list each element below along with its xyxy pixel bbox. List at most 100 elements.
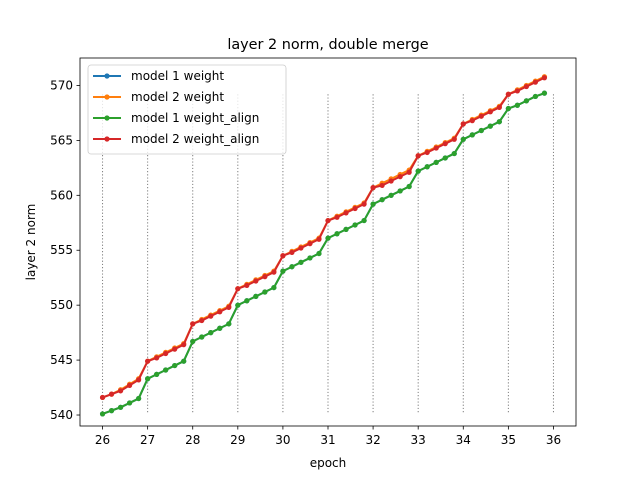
data-point <box>127 400 133 406</box>
data-point <box>117 404 124 410</box>
y-tick-label: 565 <box>50 133 73 147</box>
data-point <box>316 250 322 257</box>
data-point <box>190 338 196 345</box>
legend-marker <box>104 73 110 79</box>
x-tick-label: 28 <box>185 433 200 447</box>
data-point <box>289 264 295 270</box>
x-tick-label: 30 <box>275 433 290 447</box>
data-point <box>154 355 160 361</box>
data-point <box>199 317 205 324</box>
data-point <box>514 102 520 108</box>
x-tick-label: 27 <box>140 433 155 447</box>
data-point <box>487 123 493 129</box>
data-point <box>424 164 430 170</box>
data-point <box>442 141 448 147</box>
y-tick-label: 540 <box>50 408 73 422</box>
data-point <box>307 255 313 261</box>
data-point <box>136 395 142 402</box>
legend-label: model 1 weight_align <box>131 111 259 125</box>
data-point <box>262 274 268 280</box>
data-point <box>108 391 115 397</box>
data-point <box>253 278 259 284</box>
data-point <box>361 217 367 224</box>
data-point <box>298 245 304 251</box>
data-point <box>343 226 349 232</box>
data-point <box>99 411 106 417</box>
data-point <box>226 321 232 327</box>
legend-box <box>87 64 287 155</box>
data-point <box>199 334 205 340</box>
data-point <box>226 304 232 310</box>
data-point <box>208 330 214 336</box>
data-point <box>388 192 394 198</box>
chart-title: layer 2 norm, double merge <box>227 37 428 53</box>
data-point <box>370 201 376 207</box>
data-point <box>289 249 295 256</box>
legend-marker <box>104 136 110 142</box>
data-point <box>352 205 358 212</box>
y-tick-label: 560 <box>50 188 73 202</box>
data-point <box>433 145 439 151</box>
x-axis-label: epoch <box>310 456 347 470</box>
data-point <box>235 302 241 308</box>
data-point <box>352 222 358 228</box>
x-tick-label: 26 <box>95 433 110 447</box>
data-point <box>154 371 160 377</box>
data-point <box>541 75 548 81</box>
data-point <box>343 210 349 216</box>
y-tick-label: 550 <box>50 298 73 312</box>
data-point <box>190 321 196 327</box>
data-point <box>307 241 313 247</box>
data-point <box>172 362 178 369</box>
data-point <box>163 367 169 373</box>
data-point <box>496 104 502 111</box>
data-point <box>451 136 457 142</box>
y-tick-label: 545 <box>50 353 73 367</box>
data-point <box>253 293 259 299</box>
data-point <box>262 289 268 295</box>
data-point <box>505 91 511 97</box>
data-point <box>415 153 421 159</box>
legend-label: model 2 weight_align <box>131 132 259 146</box>
data-point <box>388 178 394 184</box>
data-point <box>370 185 376 191</box>
y-axis-label: layer 2 norm <box>24 204 38 281</box>
data-point <box>172 346 178 352</box>
data-point <box>117 388 124 394</box>
data-point <box>460 121 466 127</box>
series-layer <box>99 74 548 417</box>
legend: model 1 weight model 2 weight model 1 weig… <box>87 64 287 155</box>
data-point <box>325 217 331 224</box>
x-tick-label: 33 <box>411 433 426 447</box>
data-point <box>316 236 322 242</box>
data-point <box>271 269 277 275</box>
data-point <box>487 109 493 115</box>
data-point <box>217 309 223 315</box>
data-point <box>271 284 277 291</box>
data-point <box>127 382 133 388</box>
x-tick-label: 29 <box>230 433 245 447</box>
y-axis: 540 545 550 555 560 565 570 <box>50 78 80 422</box>
data-point <box>145 358 151 364</box>
data-point <box>397 174 403 180</box>
data-point <box>523 98 530 104</box>
data-point <box>541 90 548 96</box>
data-point <box>496 119 502 125</box>
data-point <box>145 376 151 382</box>
data-point <box>460 136 466 142</box>
data-point <box>379 197 385 203</box>
x-tick-label: 32 <box>365 433 380 447</box>
data-point <box>442 155 448 161</box>
data-point <box>181 342 187 348</box>
data-point <box>334 231 340 237</box>
data-point <box>424 149 430 156</box>
data-point <box>406 169 412 175</box>
y-tick-label: 555 <box>50 243 73 257</box>
data-point <box>181 358 187 364</box>
data-point <box>532 79 539 85</box>
data-point <box>280 268 286 274</box>
data-point <box>478 113 484 119</box>
data-point <box>244 282 250 288</box>
data-point <box>208 313 214 319</box>
